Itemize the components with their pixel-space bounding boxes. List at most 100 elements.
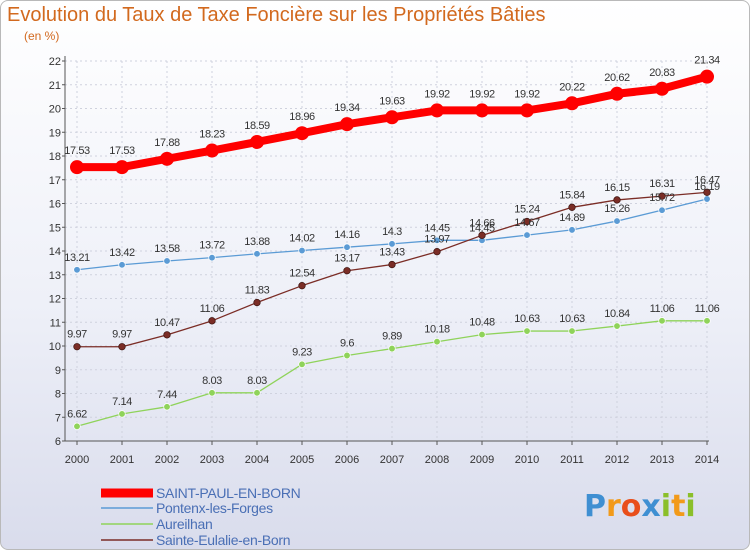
chart-title: Evolution du Taux de Taxe Foncière sur l… (7, 4, 546, 26)
data-label: 15.26 (604, 203, 630, 215)
legend-item-aureilhan[interactable]: Aureilhan (101, 516, 213, 532)
data-point (208, 317, 216, 325)
data-point (655, 81, 669, 96)
y-tick-label: 9 (55, 365, 61, 377)
logo-letter: i (660, 489, 672, 524)
data-label: 15.72 (649, 192, 675, 204)
data-label: 10.47 (154, 317, 180, 329)
legend-item-sainte-eulalie[interactable]: Sainte-Eulalie-en-Born (101, 532, 291, 548)
data-point (343, 243, 351, 251)
data-label: 13.72 (199, 240, 225, 252)
x-tick-label: 2005 (290, 454, 314, 466)
logo-letter: i (685, 489, 696, 524)
data-point (253, 298, 261, 307)
data-point (118, 261, 126, 269)
data-point (568, 226, 576, 234)
legend-label: Aureilhan (156, 516, 213, 532)
data-point (70, 160, 84, 175)
y-tick-label: 18 (49, 151, 61, 163)
x-tick-label: 2008 (425, 454, 449, 466)
data-point (520, 103, 534, 118)
y-tick-label: 14 (49, 246, 61, 258)
data-label: 19.34 (334, 102, 360, 114)
chart-subtitle: (en %) (24, 29, 60, 43)
data-point (568, 203, 576, 211)
data-point (163, 331, 171, 339)
data-point (118, 410, 126, 418)
legend-item-saint-paul[interactable]: SAINT-PAUL-EN-BORN (101, 485, 301, 501)
logo-letter: t (671, 489, 686, 524)
x-tick-label: 2013 (650, 454, 674, 466)
data-point (208, 389, 216, 397)
data-point (118, 343, 126, 351)
data-point (613, 196, 621, 204)
data-label: 20.22 (559, 81, 585, 93)
data-point (298, 246, 306, 255)
x-tick-label: 2006 (335, 454, 359, 466)
data-label: 18.23 (199, 129, 225, 141)
y-tick-label: 16 (49, 199, 61, 211)
y-tick-label: 6 (55, 436, 61, 448)
y-tick-label: 19 (49, 127, 61, 139)
data-label: 19.92 (469, 88, 495, 100)
x-tick-label: 2007 (380, 454, 404, 466)
data-point (163, 257, 171, 265)
logo-letter: r (606, 489, 621, 524)
y-tick-label: 17 (49, 175, 61, 187)
data-label: 18.96 (289, 111, 315, 123)
x-tick-label: 2001 (110, 454, 134, 466)
x-tick-label: 2009 (470, 454, 494, 466)
data-point (298, 360, 306, 368)
data-point (658, 317, 666, 325)
data-point (433, 248, 441, 256)
data-label: 8.03 (247, 375, 267, 387)
data-point (700, 69, 714, 84)
legend-label: Pontenx-les-Forges (156, 500, 273, 516)
data-point (73, 266, 81, 274)
data-label: 14.45 (424, 222, 450, 234)
data-point (433, 338, 441, 346)
legend-swatch (101, 507, 153, 509)
data-label: 19.92 (424, 88, 450, 100)
data-point (298, 282, 306, 290)
data-label: 14.89 (559, 212, 585, 224)
data-label: 19.63 (379, 95, 405, 107)
legend-swatch (101, 539, 153, 541)
data-point (388, 344, 396, 353)
legend-item-pontenx[interactable]: Pontenx-les-Forges (101, 500, 273, 516)
data-point (433, 236, 441, 244)
data-label: 7.44 (157, 389, 177, 401)
data-label: 13.42 (109, 247, 135, 259)
data-label: 14.3 (382, 226, 402, 238)
data-label: 20.83 (649, 67, 675, 79)
data-point (478, 330, 486, 339)
data-point (565, 96, 579, 111)
data-label: 9.89 (382, 331, 402, 343)
x-tick-label: 2011 (560, 454, 584, 466)
x-tick-label: 2012 (605, 454, 629, 466)
x-tick-label: 2010 (515, 454, 539, 466)
data-label: 21.34 (694, 55, 720, 67)
data-label: 13.97 (424, 234, 450, 246)
data-label: 16.19 (694, 181, 720, 193)
x-tick-label: 2004 (245, 454, 269, 466)
data-point (295, 126, 309, 141)
data-label: 19.92 (514, 88, 540, 100)
legend-swatch (101, 488, 153, 498)
data-point (478, 231, 486, 239)
data-point (340, 117, 354, 132)
data-label: 16.47 (694, 174, 720, 186)
data-point (568, 327, 576, 335)
y-tick-label: 7 (55, 412, 61, 424)
data-label: 15.24 (514, 204, 540, 216)
data-label: 14.67 (514, 217, 540, 229)
data-point (658, 192, 666, 200)
data-label: 10.84 (604, 308, 630, 320)
data-label: 9.97 (112, 329, 132, 341)
data-label: 11.06 (650, 303, 675, 315)
legend-label: SAINT-PAUL-EN-BORN (156, 485, 301, 501)
y-tick-label: 20 (49, 104, 61, 116)
proxiti-logo: Proxiti (584, 489, 696, 524)
y-tick-label: 12 (49, 294, 61, 306)
